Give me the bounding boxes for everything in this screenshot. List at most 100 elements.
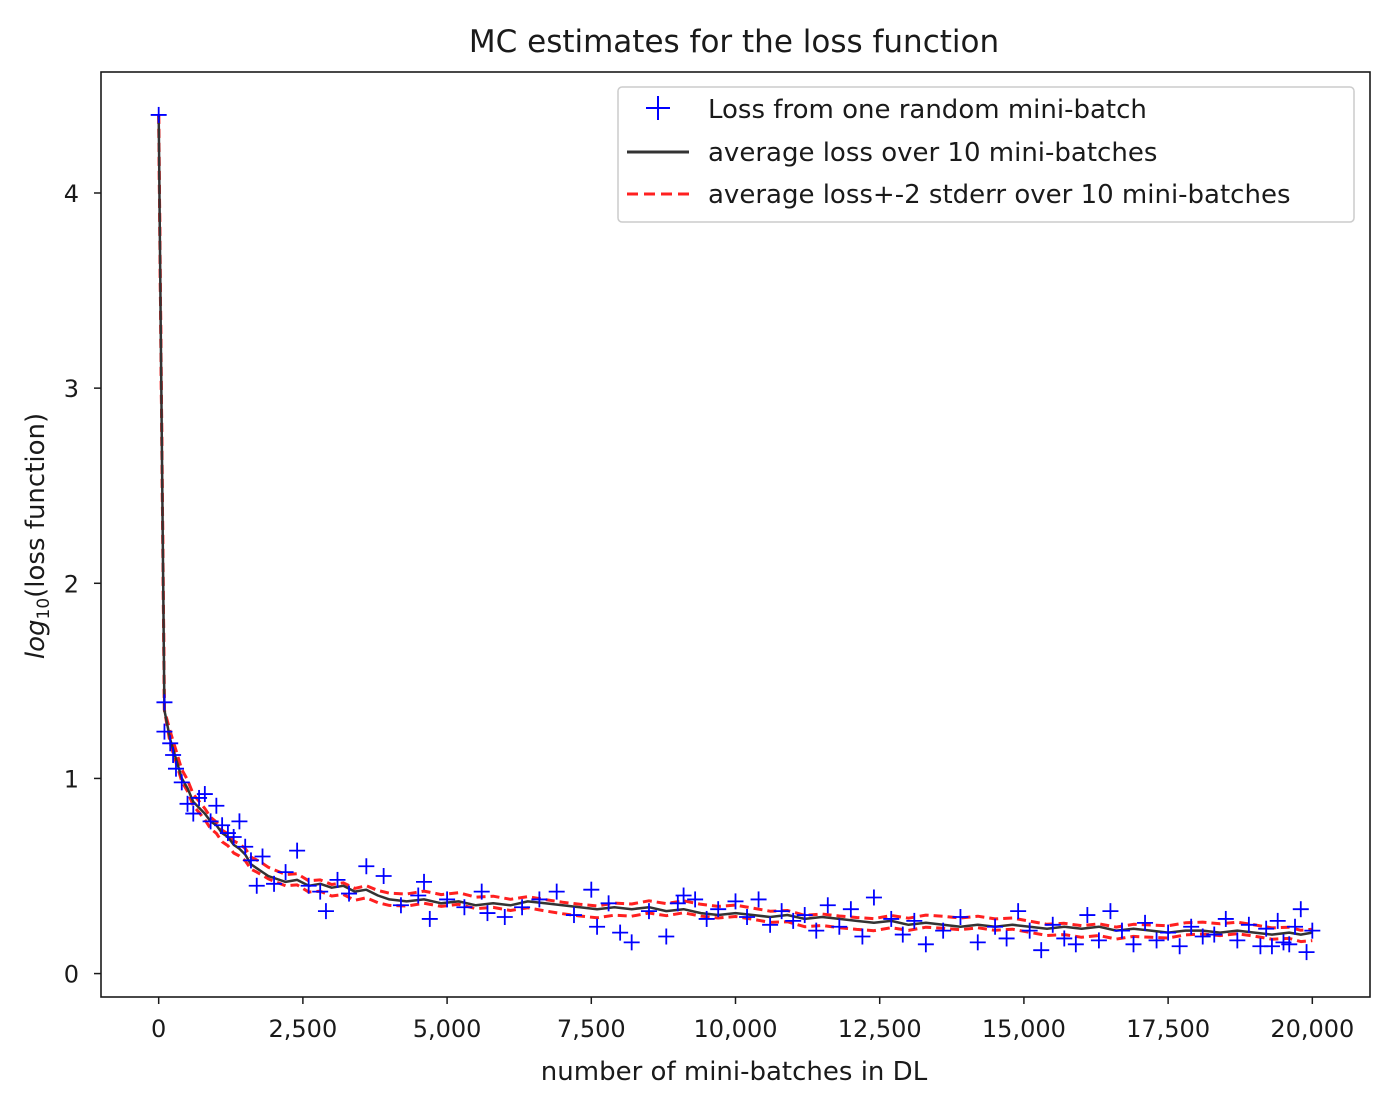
minibatch-loss-point	[165, 747, 182, 764]
minibatch-loss-point	[883, 910, 900, 927]
plot-area	[150, 106, 1321, 961]
minibatch-loss-point	[710, 901, 727, 918]
x-tick-label: 10,000	[694, 1015, 778, 1043]
minibatch-loss-point	[785, 912, 802, 929]
minibatch-loss-point	[1067, 936, 1084, 953]
minibatch-loss-point	[796, 907, 813, 924]
minibatch-loss-point	[167, 760, 184, 777]
minibatch-loss-point	[179, 795, 196, 812]
minibatch-loss-point	[687, 891, 704, 908]
minibatch-loss-point	[865, 889, 882, 906]
minibatch-loss-point	[289, 842, 306, 859]
minibatch-loss-point	[410, 887, 427, 904]
minibatch-loss-point	[248, 877, 265, 894]
minibatch-loss-point	[952, 908, 969, 925]
x-tick-label: 2,500	[269, 1015, 338, 1043]
minibatch-loss-point	[439, 891, 456, 908]
minibatch-loss-point	[1258, 920, 1275, 937]
minibatch-loss-point	[1113, 922, 1130, 939]
minibatch-loss-point	[854, 928, 871, 945]
y-tick-label: 2	[64, 570, 79, 598]
minibatch-loss-point	[329, 871, 346, 888]
minibatch-loss-point	[208, 797, 225, 814]
minibatch-loss-point	[375, 868, 392, 885]
minibatch-loss-point	[479, 905, 496, 922]
minibatch-loss-point	[266, 875, 283, 892]
minibatch-loss-point	[1269, 912, 1286, 929]
minibatch-loss-point	[162, 735, 179, 752]
minibatch-loss-point	[935, 922, 952, 939]
stderr-upper-line	[157, 114, 1313, 932]
minibatch-loss-point	[600, 895, 617, 912]
minibatch-loss-point	[917, 936, 934, 953]
x-tick-label: 0	[151, 1015, 166, 1043]
legend-marker-plus	[646, 96, 670, 120]
minibatch-loss-point	[548, 883, 565, 900]
minibatch-loss-point	[231, 813, 248, 830]
legend-label-minibatch: Loss from one random mini-batch	[708, 95, 1147, 125]
minibatch-loss-point	[1010, 903, 1027, 920]
minibatch-loss-point	[1287, 918, 1304, 935]
x-tick-label: 20,000	[1270, 1015, 1354, 1043]
minibatch-loss-point	[1183, 918, 1200, 935]
minibatch-loss-point	[416, 873, 433, 890]
minibatch-loss-point	[514, 899, 531, 916]
minibatch-loss-point	[341, 885, 358, 902]
x-tick-label: 17,500	[1126, 1015, 1210, 1043]
minibatch-loss-point	[1229, 932, 1246, 949]
minibatch-loss-point	[312, 883, 329, 900]
minibatch-loss-point	[173, 774, 190, 791]
minibatch-loss-point	[565, 907, 582, 924]
y-tick-label: 3	[64, 375, 79, 403]
minibatch-loss-point	[675, 887, 692, 904]
minibatch-loss-point	[589, 918, 606, 935]
legend-label-stderr: average loss+-2 stderr over 10 mini-batc…	[708, 180, 1291, 210]
minibatch-loss-point	[762, 916, 779, 933]
legend-box	[617, 86, 1355, 223]
minibatch-loss-point	[150, 106, 167, 123]
stderr-lower-line	[157, 114, 1313, 944]
x-tick-label: 15,000	[982, 1015, 1066, 1043]
minibatch-loss-point	[750, 891, 767, 908]
minibatch-loss-point	[1056, 930, 1073, 947]
minibatch-loss-point	[358, 858, 375, 875]
minibatch-loss-point	[202, 813, 219, 830]
y-axis: 0 1 2 3 4	[64, 180, 101, 989]
legend: Loss from one random mini-batch average …	[617, 86, 1355, 223]
minibatch-loss-point	[196, 786, 213, 803]
minibatch-loss-point	[1171, 938, 1188, 955]
minibatch-loss-point	[225, 828, 242, 845]
minibatch-loss-point	[583, 881, 600, 898]
minibatch-loss-point	[421, 910, 438, 927]
x-tick-label: 12,500	[838, 1015, 922, 1043]
minibatch-loss-point	[300, 877, 317, 894]
minibatch-loss-point	[658, 928, 675, 945]
minibatch-loss-point	[640, 903, 657, 920]
minibatch-loss-point	[1217, 910, 1234, 927]
minibatch-loss-point	[906, 912, 923, 929]
minibatch-loss-point	[773, 903, 790, 920]
minibatch-loss-point	[1021, 922, 1038, 939]
minibatch-loss-point	[1148, 932, 1165, 949]
y-axis-label-rest: (loss function)	[21, 413, 51, 598]
average-loss-line	[157, 114, 1313, 936]
minibatch-loss-point	[1194, 928, 1211, 945]
minibatch-loss-point	[819, 897, 836, 914]
minibatch-loss-point	[969, 934, 986, 951]
minibatch-loss-point	[531, 891, 548, 908]
minibatch-loss-point	[1033, 942, 1050, 959]
minibatch-loss-point	[317, 903, 334, 920]
minibatch-loss-point	[894, 926, 911, 943]
minibatch-loss-point	[1206, 926, 1223, 943]
minibatch-loss-point	[185, 805, 202, 822]
x-tick-label: 5,000	[413, 1015, 482, 1043]
minibatch-loss-point	[1304, 922, 1321, 939]
minibatch-loss-point	[698, 910, 715, 927]
minibatch-loss-point	[1160, 924, 1177, 941]
minibatch-loss-point	[1263, 938, 1280, 955]
y-tick-label: 0	[64, 961, 79, 989]
chart-title: MC estimates for the loss function	[469, 24, 999, 60]
minibatch-loss-point	[623, 934, 640, 951]
minibatch-loss-point	[1281, 936, 1298, 953]
y-tick-label: 1	[64, 765, 79, 793]
